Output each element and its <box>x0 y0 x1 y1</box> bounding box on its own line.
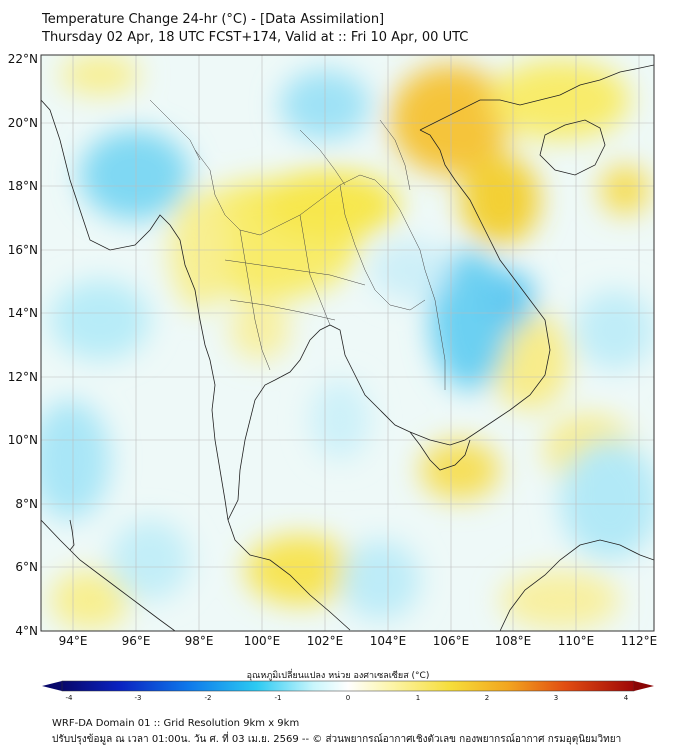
colorbar: -4 -3 -2 -1 0 1 2 3 4 <box>42 680 654 702</box>
lat-label: 20°N <box>8 116 38 130</box>
footer-credit: ปรับปรุงข้อมูล ณ เวลา 01:00น. วัน ศ. ที่… <box>52 734 622 745</box>
lon-label: 98°E <box>185 634 214 648</box>
colorbar-bar <box>61 680 635 692</box>
map-frame <box>40 54 655 632</box>
province-borders <box>149 99 446 390</box>
lat-label: 12°N <box>8 370 38 384</box>
colorbar-label: อุณหภูมิเปลี่ยนแปลง หน่วย องศาเซลเซียส (… <box>246 671 430 681</box>
colorbar-min-arrow <box>42 681 62 691</box>
lon-label: 94°E <box>59 634 88 648</box>
footer-model-info: WRF-DA Domain 01 :: Grid Resolution 9km … <box>52 718 300 729</box>
lon-label: 108°E <box>495 634 532 648</box>
lat-label: 22°N <box>8 52 38 66</box>
lon-label: 104°E <box>370 634 407 648</box>
colorbar-tick: 1 <box>416 694 420 702</box>
lon-label: 100°E <box>244 634 281 648</box>
latitude-labels: 22°N 20°N 18°N 16°N 14°N 12°N 10°N 8°N 6… <box>8 52 38 638</box>
lon-label: 96°E <box>122 634 151 648</box>
lat-label: 14°N <box>8 306 38 320</box>
lat-label: 16°N <box>8 243 38 257</box>
map-title: Temperature Change 24-hr (°C) - [Data As… <box>42 12 385 27</box>
lat-label: 18°N <box>8 179 38 193</box>
lat-label: 10°N <box>8 433 38 447</box>
colorbar-tick: -2 <box>205 694 212 702</box>
lat-label: 6°N <box>15 560 38 574</box>
lon-label: 106°E <box>433 634 470 648</box>
lon-label: 112°E <box>621 634 658 648</box>
lon-label: 110°E <box>558 634 595 648</box>
colorbar-tick: -3 <box>135 694 142 702</box>
lon-label: 102°E <box>307 634 344 648</box>
temperature-field <box>41 55 654 631</box>
coastlines <box>41 64 654 631</box>
colorbar-tick: 0 <box>346 694 350 702</box>
lat-label: 4°N <box>15 624 38 638</box>
colorbar-ticks: -4 -3 -2 -1 0 1 2 3 4 <box>66 694 629 702</box>
colorbar-tick: -4 <box>66 694 74 702</box>
colorbar-tick: -1 <box>275 694 282 702</box>
colorbar-tick: 4 <box>624 694 629 702</box>
colorbar-max-arrow <box>634 681 654 691</box>
colorbar-tick: 2 <box>485 694 489 702</box>
map-subtitle: Thursday 02 Apr, 18 UTC FCST+174, Valid … <box>42 30 469 45</box>
colorbar-tick: 3 <box>554 694 558 702</box>
longitude-labels: 94°E 96°E 98°E 100°E 102°E 104°E 106°E 1… <box>59 634 658 648</box>
lat-label: 8°N <box>15 497 38 511</box>
